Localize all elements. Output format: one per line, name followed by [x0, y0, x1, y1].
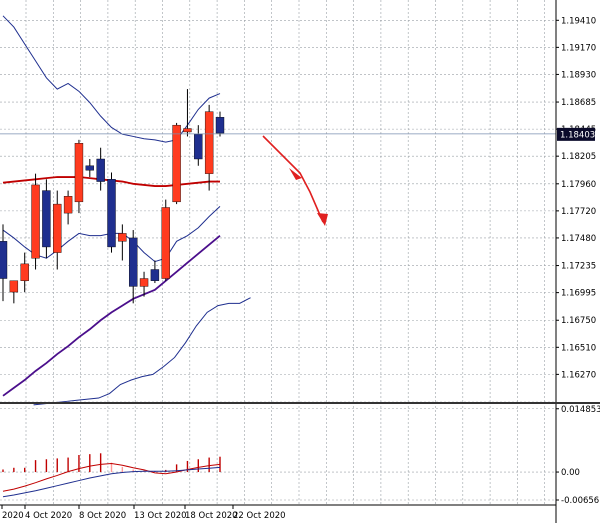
direction-arrow — [262, 135, 328, 226]
oscillator-bars — [2, 453, 221, 473]
date-tick-label: 2020 — [2, 511, 24, 521]
oscillator-lines — [2, 463, 221, 498]
price-tick-label: 1.18930 — [561, 70, 596, 80]
candle-body — [0, 241, 8, 279]
date-tick-label: 13 Oct 2020 — [134, 511, 187, 521]
candle-body — [20, 263, 29, 281]
candle-body — [139, 278, 149, 287]
candle-body — [204, 111, 214, 174]
price-tick-label: 1.17720 — [561, 207, 596, 217]
candle-body — [118, 233, 127, 242]
candles — [0, 89, 225, 304]
price-tick-label: 1.16995 — [561, 289, 596, 299]
candle-body — [42, 190, 51, 248]
candle-body — [150, 269, 160, 281]
current-price-box — [557, 127, 595, 141]
price-tick-label: 1.19170 — [561, 43, 596, 53]
price-tick-label: 1.16510 — [561, 343, 596, 353]
price-tick-label: 1.17960 — [561, 180, 596, 190]
candle-body — [172, 124, 181, 203]
osc-line — [2, 466, 221, 498]
oscillator-grid — [0, 406, 556, 504]
price-tick-label: 1.19410 — [561, 16, 596, 26]
arrow-path — [262, 135, 324, 223]
date-tick-label: 8 Oct 2020 — [79, 511, 126, 521]
price-tick-label: 1.18205 — [561, 152, 596, 162]
price-tick-label: 1.17480 — [561, 234, 596, 244]
current-price-label: 1.18403 — [560, 130, 595, 140]
candle-body — [215, 117, 225, 134]
oscillator-axis-labels: 0.014853 0.00 -0.00656 — [556, 405, 600, 506]
candle-body — [53, 203, 62, 253]
arrow-head-2 — [317, 213, 328, 226]
candle-body — [31, 184, 40, 259]
candle-body — [128, 237, 138, 287]
osc-tick-label: 0.014853 — [561, 405, 600, 415]
arrow-head-1 — [289, 168, 302, 180]
osc-tick-label: 0.00 — [561, 468, 580, 478]
indicator-line — [2, 234, 221, 397]
price-tick-label: 1.16750 — [561, 316, 596, 326]
candle-body — [194, 133, 203, 160]
main-grid — [0, 0, 556, 403]
candle-body — [74, 143, 84, 203]
candle-body — [107, 179, 116, 248]
price-tick-label: 1.18685 — [561, 98, 596, 108]
osc-tick-label: -0.00656 — [561, 496, 599, 506]
price-tick-label: 1.16270 — [561, 370, 596, 380]
candle-body — [96, 158, 105, 182]
candle-body — [161, 207, 170, 279]
date-tick-label: 4 Oct 2020 — [25, 511, 72, 521]
candle-body — [85, 165, 95, 171]
candle-body — [183, 128, 192, 133]
date-tick-label: 18 Oct 2020 — [185, 511, 238, 521]
indicator-line — [33, 297, 251, 406]
price-tick-label: 1.17235 — [561, 262, 596, 272]
date-tick-label: 22 Oct 2020 — [233, 511, 286, 521]
candle-body — [63, 196, 73, 214]
current-price-marker: 1.18403 — [557, 127, 595, 141]
candle-body — [9, 280, 19, 293]
